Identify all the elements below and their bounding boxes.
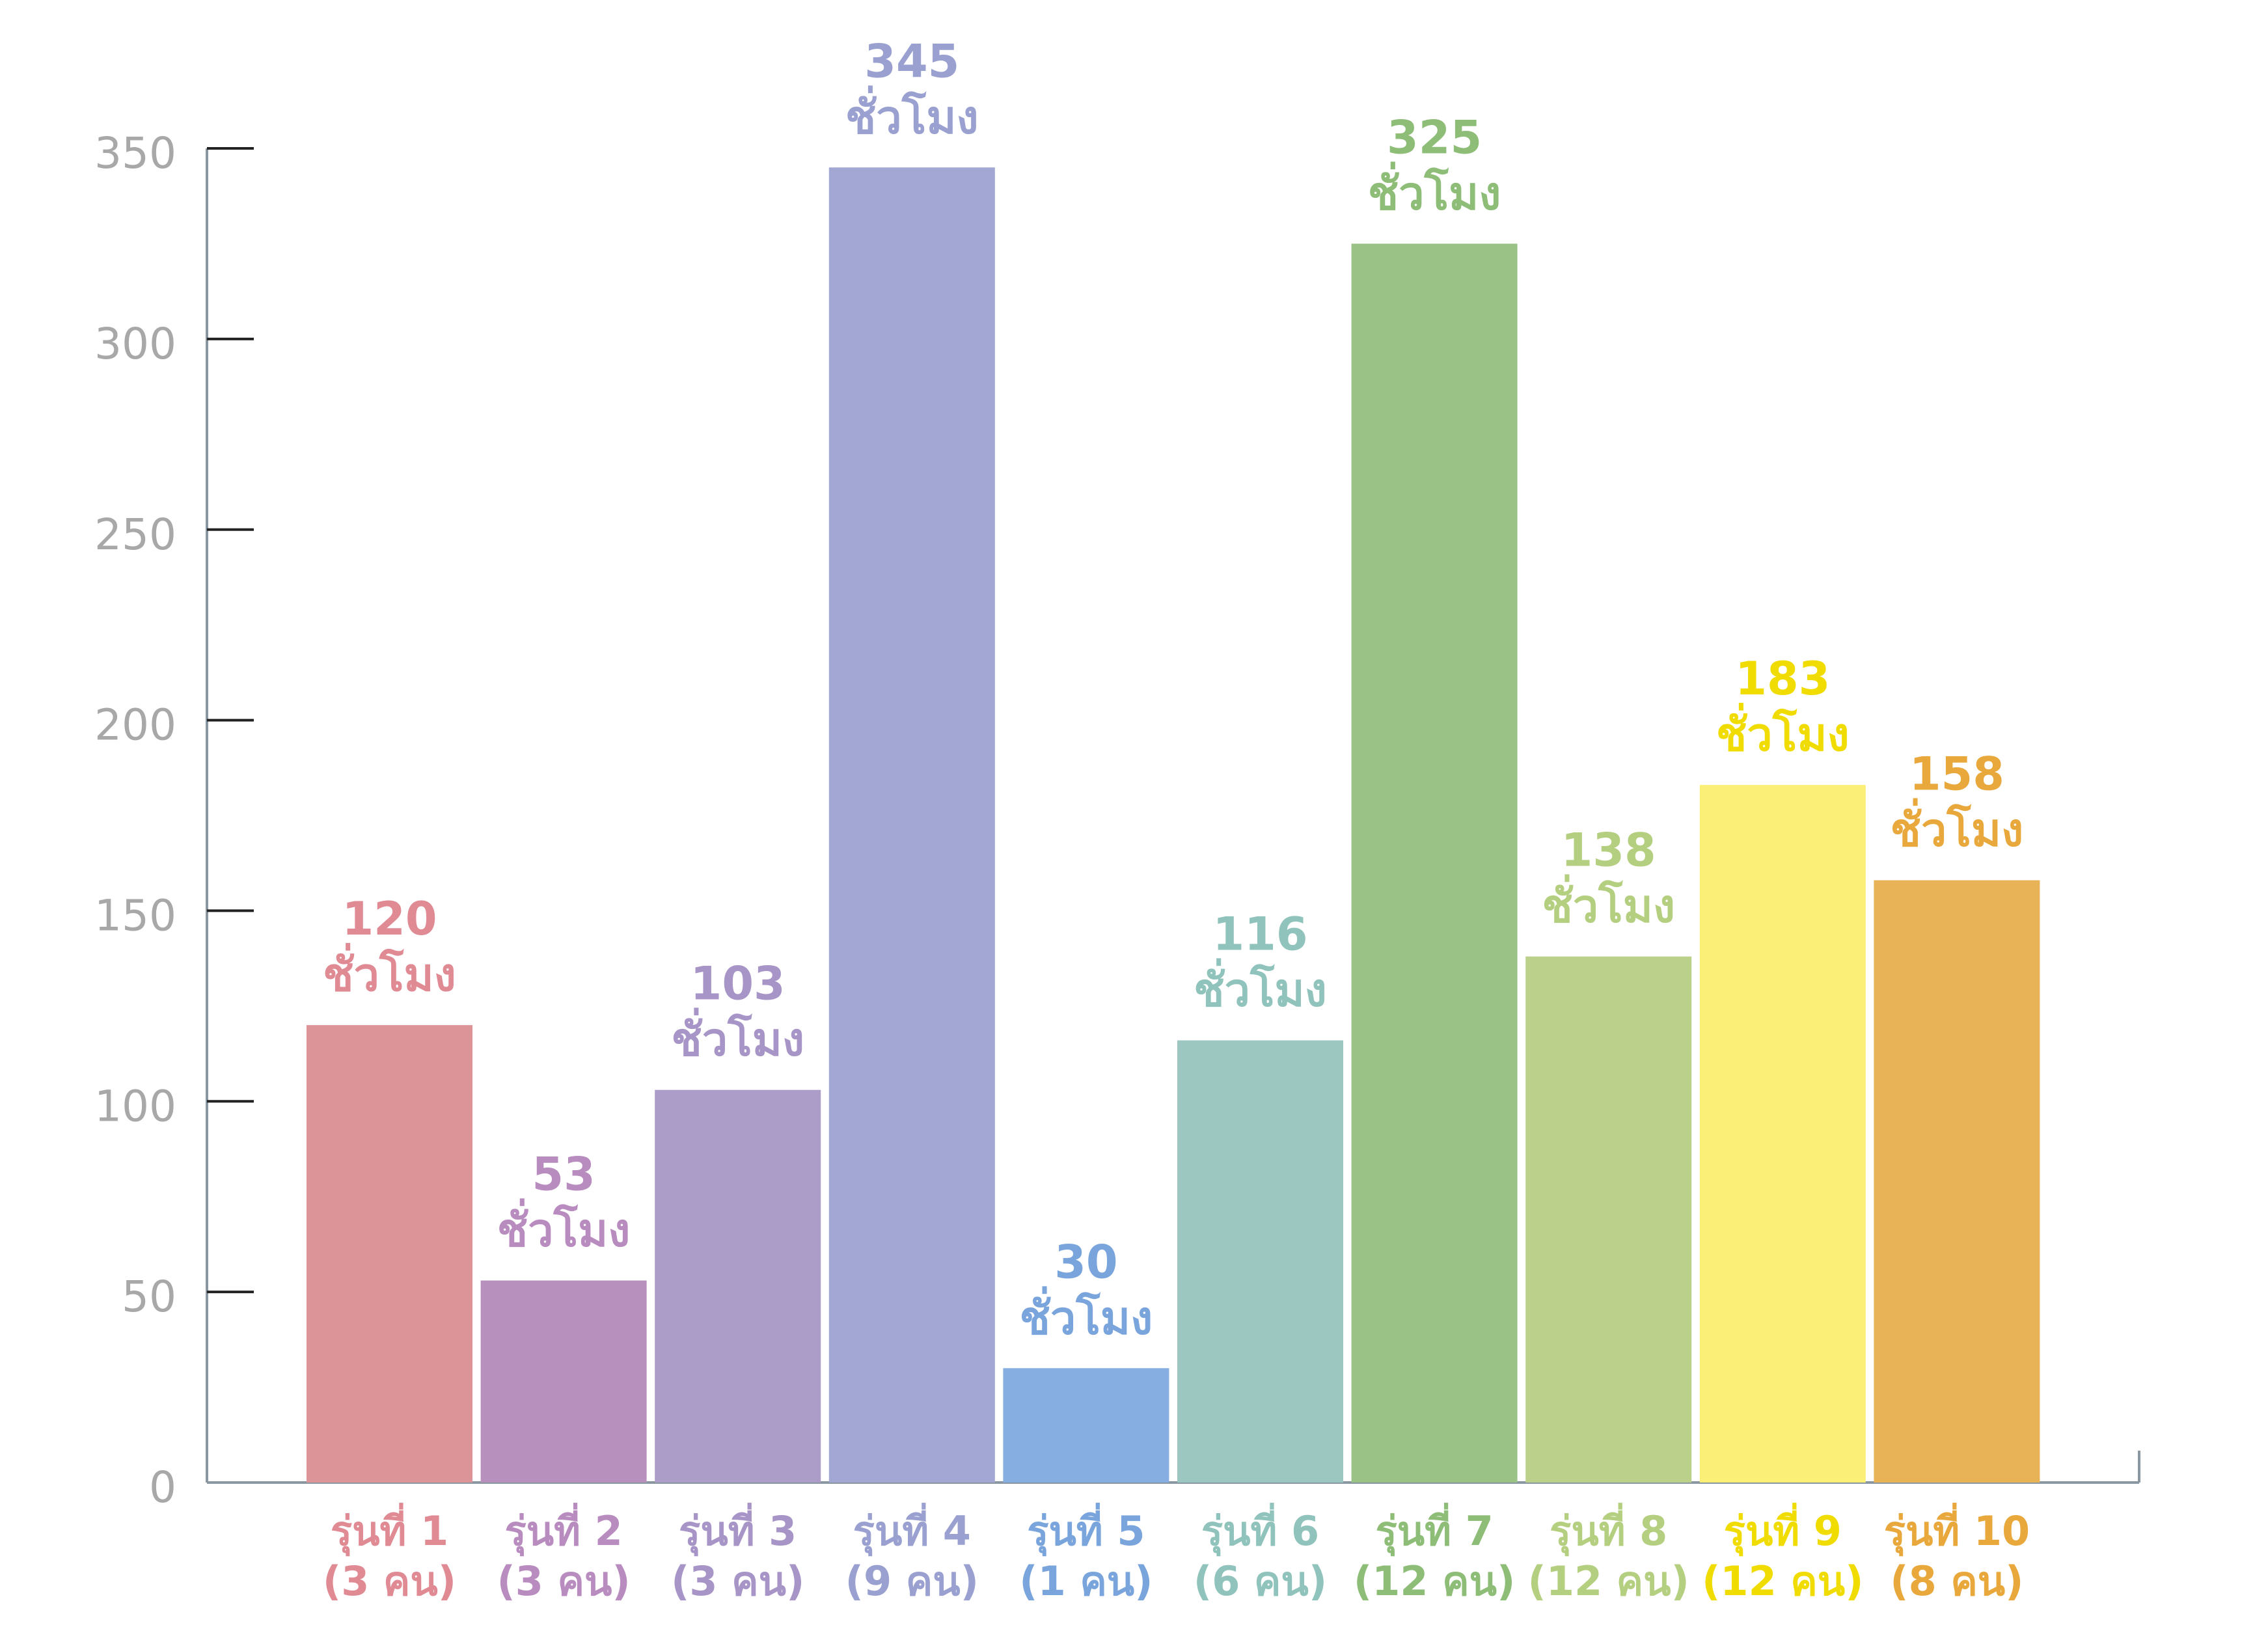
- x-tick-label: (9 คน): [845, 1557, 979, 1605]
- y-tick-label: 250: [94, 510, 176, 560]
- value-label: 345: [864, 34, 959, 88]
- y-tick-label: 200: [94, 700, 176, 750]
- bar: [1874, 880, 2040, 1483]
- x-tick-label: รุ่นที่ 1: [331, 1503, 448, 1556]
- bar: [828, 167, 995, 1483]
- value-label: 53: [532, 1148, 595, 1201]
- value-label-unit: ชั่วโมง: [845, 85, 979, 144]
- y-tick-label: 150: [94, 890, 176, 940]
- y-tick-label: 350: [94, 128, 176, 178]
- bar: [307, 1025, 472, 1483]
- x-tick-label: รุ่นที่ 5: [1027, 1503, 1145, 1556]
- value-label: 103: [690, 957, 786, 1011]
- x-tick-label: (3 คน): [323, 1557, 456, 1605]
- value-label: 116: [1212, 908, 1307, 961]
- x-tick-label: (3 คน): [497, 1557, 630, 1605]
- x-tick-label: (1 คน): [1019, 1557, 1153, 1605]
- value-label-unit: ชั่วโมง: [1368, 161, 1501, 220]
- x-tick-label: (6 คน): [1194, 1557, 1327, 1605]
- x-tick-label: รุ่นที่ 8: [1550, 1503, 1667, 1556]
- value-label: 120: [342, 892, 437, 946]
- value-label-unit: ชั่วโมง: [1716, 702, 1850, 761]
- value-label-unit: ชั่วโมง: [1891, 798, 2024, 857]
- y-tick-label: 100: [94, 1081, 176, 1131]
- x-tick-label: (3 คน): [671, 1557, 804, 1605]
- y-tick-label: 300: [94, 319, 176, 369]
- y-tick-label: 50: [122, 1272, 176, 1322]
- value-label-unit: ชั่วโมง: [497, 1198, 631, 1257]
- value-label-unit: ชั่วโมง: [1194, 958, 1327, 1017]
- value-label: 158: [1909, 748, 2004, 801]
- value-label: 138: [1561, 824, 1656, 877]
- x-tick-label: รุ่นที่ 6: [1201, 1503, 1319, 1556]
- x-tick-label: รุ่นที่ 4: [853, 1503, 971, 1556]
- x-tick-label: (8 คน): [1890, 1557, 2023, 1605]
- value-label: 325: [1387, 111, 1482, 164]
- value-label: 183: [1735, 652, 1830, 705]
- value-label: 30: [1054, 1235, 1117, 1289]
- x-tick-label: (12 คน): [1527, 1557, 1689, 1605]
- x-tick-label: (12 คน): [1702, 1557, 1863, 1605]
- value-label-unit: ชั่วโมง: [671, 1007, 804, 1067]
- bar: [1525, 956, 1692, 1483]
- x-tick-label: (12 คน): [1354, 1557, 1515, 1605]
- value-label-unit: ชั่วโมง: [1020, 1285, 1153, 1345]
- bar: [1003, 1368, 1169, 1483]
- bar: [655, 1089, 821, 1483]
- bar: [480, 1280, 647, 1483]
- x-tick-label: รุ่นที่ 7: [1375, 1503, 1493, 1556]
- x-tick-label: รุ่นที่ 10: [1884, 1503, 2030, 1556]
- bar: [1351, 243, 1518, 1483]
- bar: [1699, 785, 1866, 1483]
- y-tick-label: 0: [149, 1462, 176, 1512]
- x-tick-label: รุ่นที่ 9: [1724, 1503, 1842, 1556]
- x-tick-label: รุ่นที่ 2: [504, 1503, 622, 1556]
- value-label-unit: ชั่วโมง: [1542, 874, 1675, 933]
- x-tick-label: รุ่นที่ 3: [679, 1503, 797, 1556]
- bar: [1177, 1040, 1343, 1483]
- value-label-unit: ชั่วโมง: [323, 942, 456, 1002]
